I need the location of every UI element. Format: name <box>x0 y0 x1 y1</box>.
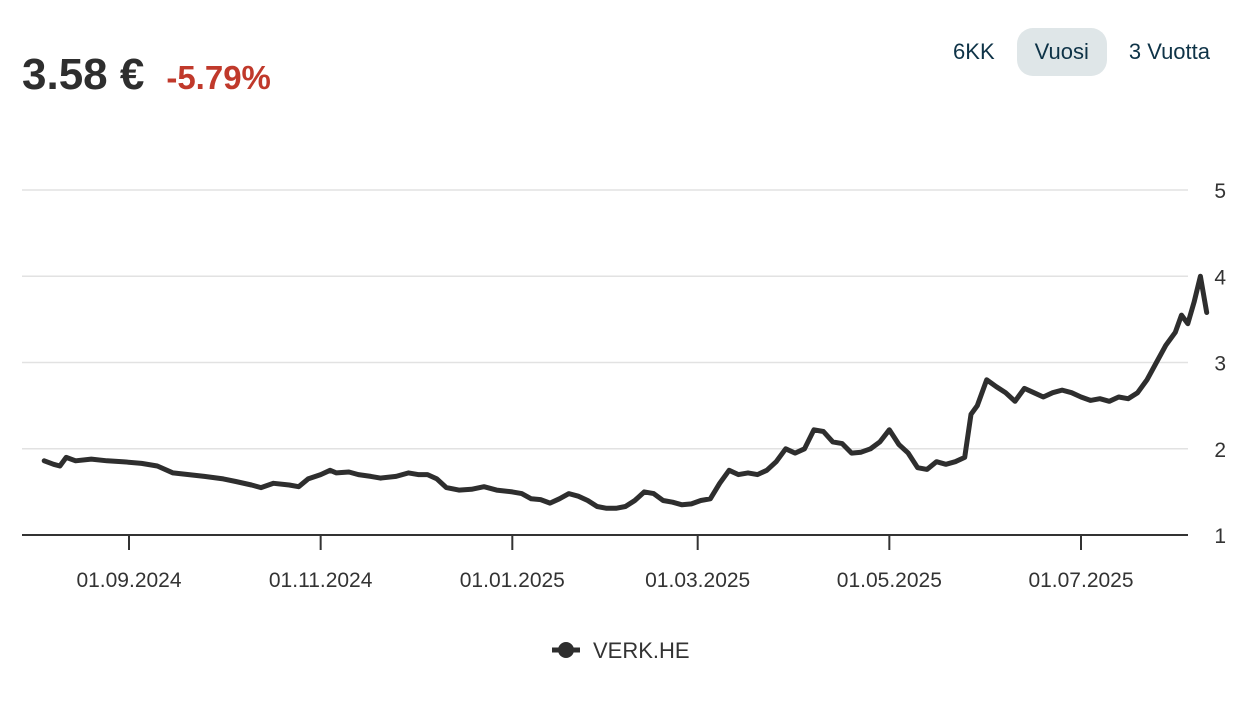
x-tick-label-01.07.2025: 01.07.2025 <box>1028 569 1133 592</box>
legend-label: VERK.HE <box>593 638 690 663</box>
grid-lines: 1 2 3 4 5 <box>22 180 1226 548</box>
x-tick-label-01.03.2025: 01.03.2025 <box>645 569 750 592</box>
series-line-VERK.HE <box>41 273 1210 511</box>
range-tabs: 6KK Vuosi 3 Vuotta <box>935 28 1228 76</box>
x-tick-label-01.11.2024: 01.11.2024 <box>269 569 373 592</box>
legend: VERK.HE <box>552 638 690 663</box>
price-change: -5.79% <box>166 59 271 96</box>
y-tick-label-3: 3 <box>1214 353 1226 376</box>
y-tick-label-4: 4 <box>1214 266 1226 289</box>
range-tab-3-vuotta[interactable]: 3 Vuotta <box>1128 39 1210 64</box>
x-tick-label-01.05.2025: 01.05.2025 <box>837 569 942 592</box>
range-tab-vuosi[interactable]: Vuosi <box>1016 28 1107 76</box>
y-tick-label-2: 2 <box>1214 439 1226 462</box>
y-tick-label-5: 5 <box>1214 180 1226 203</box>
current-price: 3.58 € <box>22 50 145 99</box>
x-tick-label-01.01.2025: 01.01.2025 <box>460 569 565 592</box>
price-row: 3.58 € -5.79% <box>22 50 271 100</box>
range-tab-6kk[interactable]: 6KK <box>953 39 995 64</box>
legend-point-marker <box>558 642 574 658</box>
x-axis: 01.09.2024 01.11.2024 01.01.2025 01.03.2025… <box>22 534 1188 592</box>
x-tick-label-01.09.2024: 01.09.2024 <box>76 569 181 592</box>
series-layer <box>41 273 1210 511</box>
y-tick-label-1: 1 <box>1214 525 1226 548</box>
